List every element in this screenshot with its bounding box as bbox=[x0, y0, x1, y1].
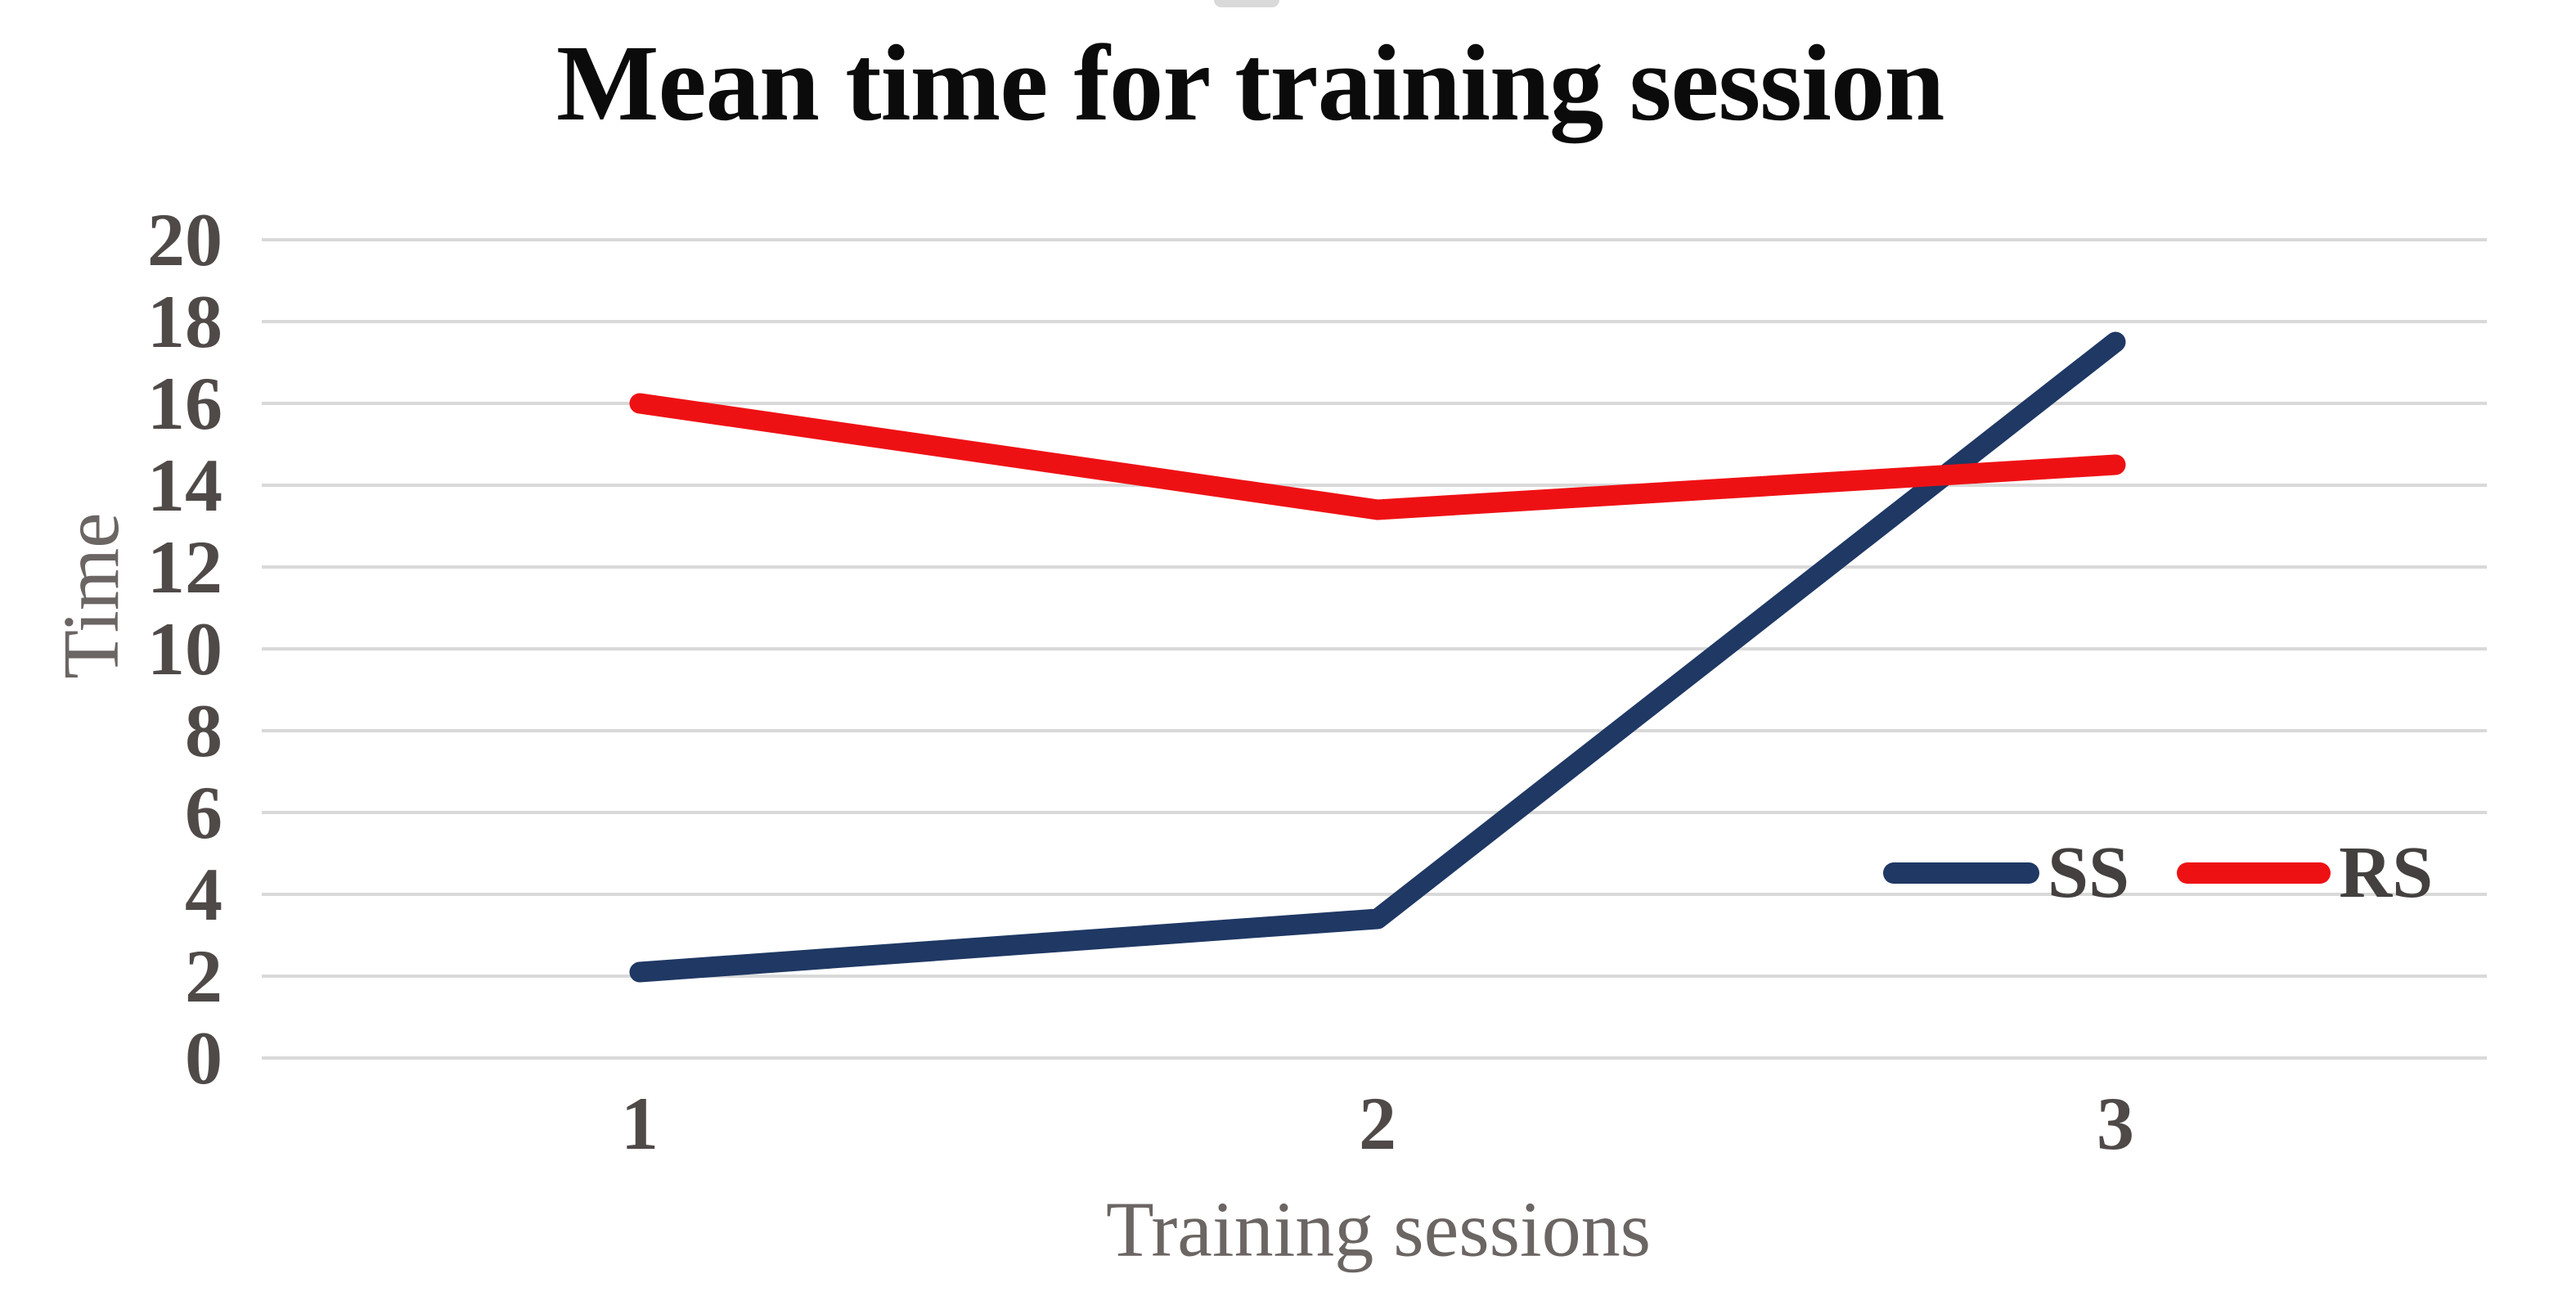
gridline bbox=[262, 484, 2487, 487]
legend-swatch-rs bbox=[2177, 862, 2331, 884]
legend: SS RS bbox=[1883, 836, 2433, 910]
gridline bbox=[262, 320, 2487, 323]
cropped-ui-fragment bbox=[1214, 0, 1279, 7]
legend-label-rs: RS bbox=[2339, 832, 2434, 913]
series-line-ss bbox=[629, 331, 2126, 983]
gridline bbox=[262, 729, 2487, 732]
legend-swatch-ss bbox=[1883, 862, 2039, 884]
gridline bbox=[262, 811, 2487, 814]
y-tick-label: 10 bbox=[147, 607, 223, 691]
gridline bbox=[262, 238, 2487, 241]
y-tick-label: 12 bbox=[147, 525, 223, 609]
legend-label-ss: SS bbox=[2048, 832, 2130, 913]
y-tick-label: 0 bbox=[185, 1016, 223, 1100]
x-axis-title: Training sessions bbox=[1106, 1185, 1651, 1273]
x-tick-label: 1 bbox=[621, 1082, 659, 1165]
x-tick-label: 3 bbox=[2097, 1082, 2134, 1165]
series-line-rs bbox=[629, 393, 2126, 520]
gridline bbox=[262, 565, 2487, 569]
chart-title: Mean time for training session bbox=[556, 22, 1944, 143]
gridline bbox=[262, 647, 2487, 650]
x-tick-label: 2 bbox=[1359, 1082, 1396, 1165]
y-tick-label: 14 bbox=[147, 443, 223, 527]
y-tick-label: 2 bbox=[185, 934, 223, 1018]
gridline bbox=[262, 893, 2487, 896]
gridline bbox=[262, 975, 2487, 978]
y-tick-label: 20 bbox=[147, 198, 223, 281]
y-tick-label: 6 bbox=[185, 771, 223, 854]
y-tick-label: 8 bbox=[185, 689, 223, 772]
gridline bbox=[262, 402, 2487, 405]
y-tick-label: 18 bbox=[147, 280, 223, 363]
y-tick-label: 4 bbox=[185, 853, 223, 936]
y-tick-label: 16 bbox=[147, 362, 223, 445]
gridline bbox=[262, 1056, 2487, 1060]
